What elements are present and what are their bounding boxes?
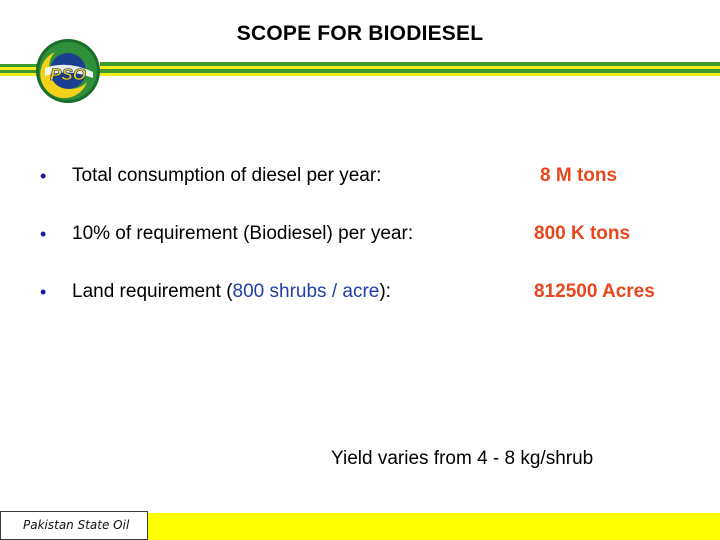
pso-logo: PSO bbox=[35, 38, 101, 104]
slide-title: SCOPE FOR BIODIESEL bbox=[236, 22, 484, 45]
bullet-value: 800 K tons bbox=[534, 223, 631, 244]
shrubs-per-acre-highlight: 800 shrubs / acre bbox=[232, 281, 380, 302]
bullet-label: Total consumption of diesel per year: bbox=[72, 165, 382, 186]
bullet-label-prefix: Land requirement ( bbox=[72, 281, 233, 302]
header-stripes-right bbox=[100, 62, 720, 78]
pso-logo-icon: PSO bbox=[36, 39, 100, 103]
bullet-label: Land requirement (800 shrubs / acre): bbox=[72, 277, 391, 307]
bullet-marker: • bbox=[40, 282, 47, 302]
bullet-value: 8 M tons bbox=[540, 165, 618, 186]
footer-label: Pakistan State Oil bbox=[0, 511, 148, 540]
bullet-label: 10% of requirement (Biodiesel) per year: bbox=[72, 223, 414, 244]
bullet-marker: • bbox=[40, 166, 47, 186]
bullet-row-biodiesel-requirement: • 10% of requirement (Biodiesel) per yea… bbox=[40, 219, 700, 249]
yield-note: Yield varies from 4 - 8 kg/shrub bbox=[331, 448, 594, 469]
bullet-value: 812500 Acres bbox=[534, 281, 655, 302]
pso-logo-text: PSO bbox=[50, 65, 86, 84]
bullet-marker: • bbox=[40, 224, 47, 244]
bullet-label-suffix: ): bbox=[379, 281, 391, 302]
header-stripes-left bbox=[0, 64, 40, 77]
bullet-row-diesel-consumption: • Total consumption of diesel per year: … bbox=[40, 161, 700, 191]
bullet-row-land-requirement: • Land requirement (800 shrubs / acre): … bbox=[40, 277, 700, 307]
